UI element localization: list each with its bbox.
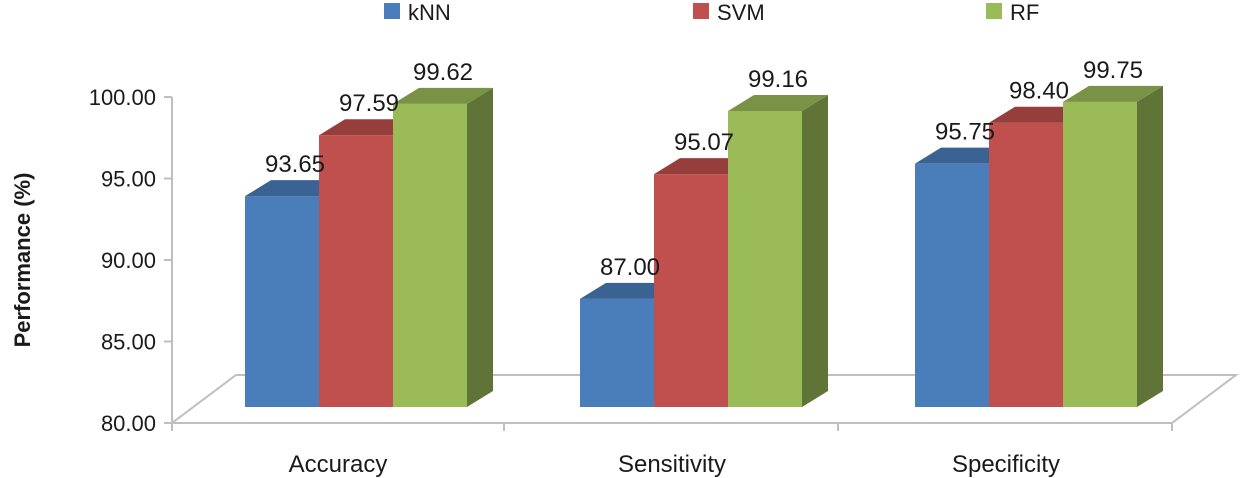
y-tick-label: 95.00 [101, 167, 156, 192]
data-label-svm-specificity: 98.40 [1009, 78, 1069, 105]
bar-rf-specificity [1063, 85, 1163, 408]
bar-front-face [1063, 101, 1137, 408]
bar-front-face [580, 298, 654, 407]
bars [245, 85, 1163, 408]
y-tick-label: 85.00 [101, 330, 156, 355]
x-category-label-sensitivity: Sensitivity [618, 451, 726, 478]
data-label-rf-sensitivity: 99.16 [748, 66, 808, 93]
bar-side-face [467, 87, 493, 407]
bar-top-face [393, 87, 493, 104]
bar-side-face [1137, 85, 1163, 408]
bar-rf-sensitivity [728, 94, 828, 407]
legend-swatch-svm [693, 3, 709, 19]
bar-top-face [728, 94, 828, 111]
y-tick-label: 100.00 [89, 85, 156, 110]
data-label-knn-accuracy: 93.65 [265, 151, 325, 178]
bar-front-face [989, 122, 1063, 407]
legend-label-knn: kNN [408, 0, 451, 25]
data-label-svm-accuracy: 97.59 [339, 90, 399, 117]
y-tick-label: 90.00 [101, 248, 156, 273]
data-label-svm-sensitivity: 95.07 [674, 129, 734, 156]
legend-label-svm: SVM [717, 0, 765, 25]
bar-rf-accuracy [393, 87, 493, 407]
legend-swatch-rf [986, 3, 1002, 19]
x-category-label-specificity: Specificity [952, 451, 1060, 478]
data-labels: 93.65 97.59 99.62 87.00 95.07 99.16 95.75 98.40… [265, 57, 1143, 281]
x-category-label-accuracy: Accuracy [289, 451, 388, 478]
bar-front-face [728, 110, 802, 407]
data-label-knn-specificity: 95.75 [935, 119, 995, 146]
data-label-rf-accuracy: 99.62 [413, 59, 473, 86]
bar-front-face [654, 174, 728, 407]
legend-label-rf: RF [1010, 0, 1039, 25]
data-label-knn-sensitivity: 87.00 [600, 254, 660, 281]
bar-front-face [319, 135, 393, 407]
x-axis: Accuracy Sensitivity Specificity [289, 451, 1060, 478]
legend: kNN SVM RF [384, 0, 1039, 25]
bar-top-face [1063, 85, 1163, 102]
y-axis-title: Performance (%) [10, 173, 35, 348]
y-axis: Performance (%) 80.00 85.00 90.00 95.00 100.… [10, 85, 172, 436]
y-tick-label: 80.00 [101, 411, 156, 436]
bar-front-face [915, 163, 989, 407]
bar-front-face [393, 103, 467, 407]
legend-swatch-knn [384, 3, 400, 19]
bar-front-face [245, 196, 319, 407]
data-label-rf-specificity: 99.75 [1083, 57, 1143, 84]
bar-side-face [802, 94, 828, 407]
